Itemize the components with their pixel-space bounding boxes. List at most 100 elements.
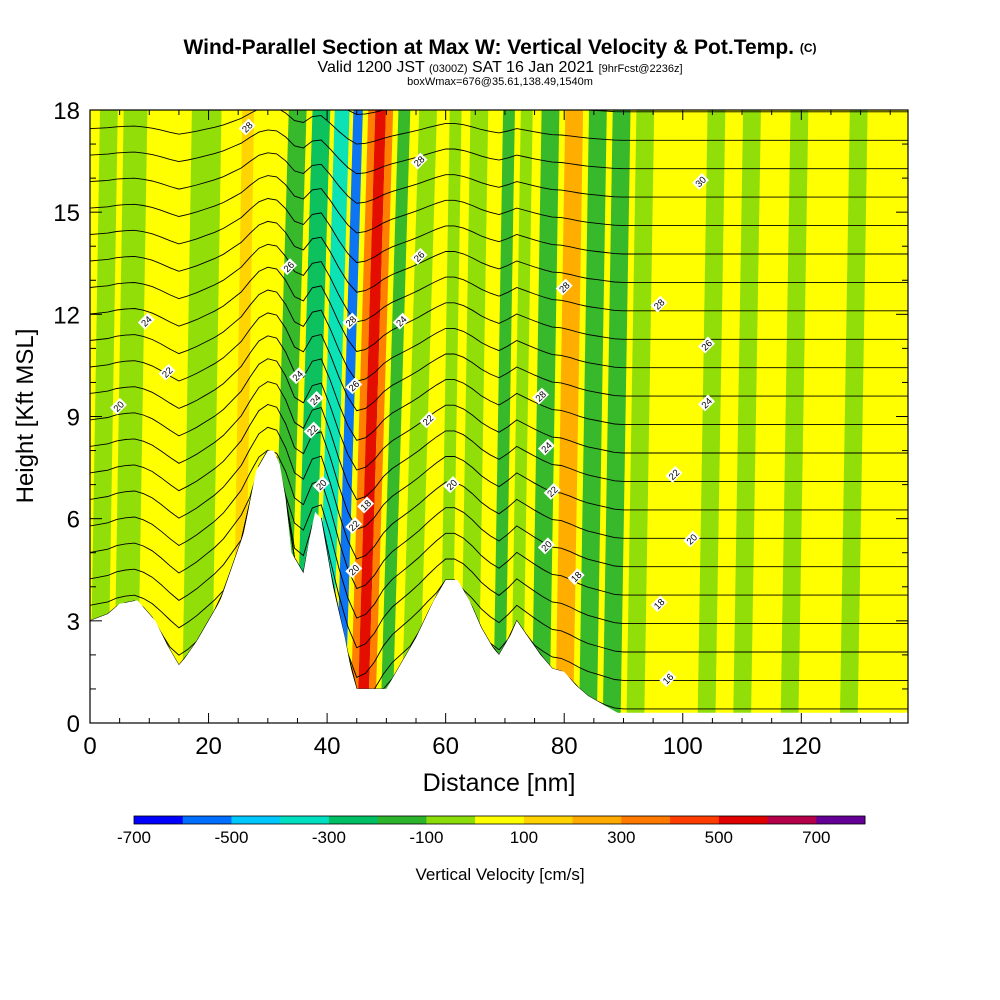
velocity-band <box>579 110 607 723</box>
isentrope-label: 16 <box>659 670 677 688</box>
velocity-band <box>733 110 761 723</box>
velocity-band <box>780 110 809 723</box>
isentrope-label: 20 <box>345 561 363 579</box>
isentrope-labels: 28 28 30 26 26 28 28 24 28 24 26 22 24 26 24 28 24 20 22 22… <box>110 118 715 688</box>
terrain <box>90 450 908 723</box>
x-tick-label: 20 <box>195 733 222 760</box>
isentrope-label-bg <box>532 387 549 405</box>
isentrope-label: 28 <box>532 387 549 405</box>
velocity-band <box>335 110 363 723</box>
isentrope-line <box>90 175 908 234</box>
isentrope-label: 20 <box>443 476 461 494</box>
isentrope-label-bg <box>303 421 321 439</box>
isentrope-label-bg <box>238 118 256 136</box>
isentrope-label-bg <box>537 537 555 555</box>
isentrope-label-bg <box>537 438 555 456</box>
isentrope-label: 24 <box>698 394 715 412</box>
y-tick-label: 9 <box>67 405 80 432</box>
isentrope-line <box>90 449 908 590</box>
valid-time: Valid 1200 JST <box>317 59 425 76</box>
velocity-band <box>493 110 515 723</box>
copyright-mark: (C) <box>799 41 817 55</box>
isentrope-label-bg <box>158 363 176 381</box>
x-tick-label: 120 <box>781 733 821 760</box>
isentrope-label-bg <box>392 312 410 330</box>
velocity-band <box>294 110 331 723</box>
colorbar-tick-label: 700 <box>802 828 830 847</box>
isentrope-label-bg <box>342 312 360 330</box>
velocity-band <box>401 110 437 723</box>
terrain-mask <box>90 450 908 723</box>
isentrope-label-bg <box>650 295 668 313</box>
colorbar-frame <box>133 815 866 825</box>
isentrope-line <box>90 243 908 323</box>
x-tick-label: 40 <box>314 733 341 760</box>
colorbar: -700 -500 -300 -100 100 300 500 700 <box>117 815 866 847</box>
isentrope-line <box>90 198 908 264</box>
isentrope-label: 18 <box>357 496 375 514</box>
y-tick-label: 12 <box>53 302 80 329</box>
isentrope-label: 26 <box>345 377 363 395</box>
velocity-band <box>380 110 411 723</box>
colorbar-tick-label: 100 <box>510 828 538 847</box>
chart-title-text: Wind-Parallel Section at Max W: Vertical… <box>183 36 794 59</box>
colorbar-swatch <box>572 816 622 824</box>
isentrope-line <box>90 312 908 412</box>
isentrope-label: 30 <box>692 173 709 190</box>
chart-subtitle: Valid 1200 JST (0300Z) SAT 16 Jan 2021 [… <box>0 60 1000 77</box>
colorbar-tick-label: -300 <box>312 828 346 847</box>
isentrope-label-bg <box>280 258 298 276</box>
isentrope-label-bg <box>410 152 428 170</box>
forecast-info: [9hrFcst@2236z] <box>598 63 683 75</box>
isentrope-label-bg <box>345 517 363 534</box>
isentrope-line <box>90 426 908 560</box>
isentrope-label: 26 <box>698 336 715 354</box>
isentrope-line <box>90 381 908 501</box>
isentrope-label: 18 <box>650 595 668 613</box>
colorbar-swatch <box>280 816 330 824</box>
velocity-band <box>90 110 118 723</box>
velocity-band <box>555 110 584 723</box>
isentrope-label: 24 <box>392 312 410 330</box>
y-tick-label: 6 <box>67 507 80 534</box>
isentrope-label: 24 <box>289 367 306 385</box>
chart-title: Wind-Parallel Section at Max W: Vertical… <box>0 36 1000 60</box>
x-tick-label: 100 <box>663 733 703 760</box>
colorbar-swatch <box>134 816 184 824</box>
isentrope-label-bg <box>410 247 428 265</box>
isentrope-label-bg <box>659 670 677 688</box>
isentrope-label-bg <box>312 476 330 494</box>
valid-utc: (0300Z) <box>428 63 468 75</box>
valid-date: SAT 16 Jan 2021 <box>471 59 595 76</box>
isentrope-label: 24 <box>137 312 155 330</box>
isentrope-label-bg <box>306 391 324 408</box>
isentrope-line <box>90 289 908 382</box>
isentrope-label: 20 <box>110 397 127 415</box>
isentrope-label: 22 <box>665 465 683 483</box>
isentrope-line <box>90 358 908 471</box>
y-tick-label: 3 <box>67 609 80 636</box>
x-axis-label: Distance [nm] <box>423 769 576 797</box>
isentrope-label-bg <box>665 465 683 483</box>
isentrope-label-bg <box>345 377 363 395</box>
colorbar-swatch <box>231 816 281 824</box>
velocity-band <box>510 110 533 723</box>
colorbar-swatch <box>816 816 866 824</box>
colorbar-swatch <box>621 816 671 824</box>
y-tick-label: 0 <box>67 711 80 738</box>
isentrope-label: 22 <box>303 421 321 439</box>
colorbar-swatch <box>767 816 817 824</box>
isentrope-label-bg <box>357 496 375 514</box>
x-tick-label: 80 <box>551 733 578 760</box>
y-tick-label: 15 <box>53 200 80 227</box>
colorbar-swatch <box>328 816 379 824</box>
isentrope-label-bg <box>345 561 363 579</box>
y-tick-label: 18 <box>53 98 80 125</box>
colorbar-swatch <box>377 816 427 824</box>
colorbar-swatch <box>670 816 720 824</box>
isentrope-label: 24 <box>306 391 324 408</box>
velocity-band <box>368 110 394 723</box>
title-block: Wind-Parallel Section at Max W: Vertical… <box>0 36 1000 88</box>
axes: 0 20 40 60 80 100 120 0 3 6 9 12 15 18 <box>53 98 908 760</box>
boxwmax-info: boxWmax=676@35.61,138.49,1540m <box>407 76 593 88</box>
